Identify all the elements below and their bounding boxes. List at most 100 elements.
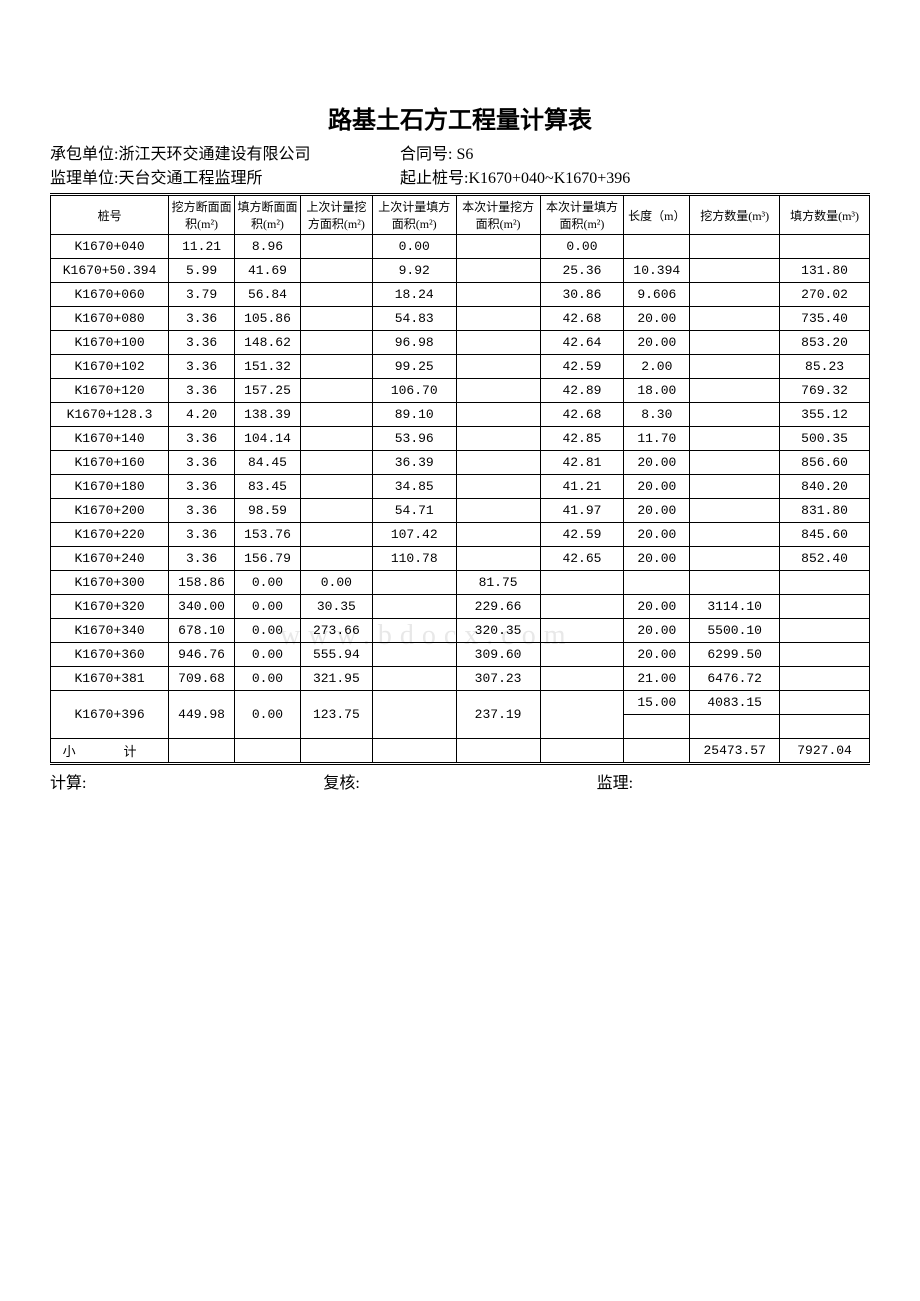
cell-station: K1670+120 <box>51 379 169 403</box>
cell-length: 2.00 <box>624 355 690 379</box>
cell-prev-fill: 18.24 <box>372 283 456 307</box>
cell-this-fill: 42.64 <box>540 331 624 355</box>
cell-prev-cut <box>300 355 372 379</box>
cell-fill: 104.14 <box>235 427 301 451</box>
cell-prev-cut <box>300 235 372 259</box>
footer: 计算: 复核: 监理: <box>50 769 870 793</box>
cell-this-fill: 42.68 <box>540 307 624 331</box>
cell-fill: 138.39 <box>235 403 301 427</box>
cell-this-fill <box>540 595 624 619</box>
cell-this-fill: 42.68 <box>540 403 624 427</box>
cell-fill: 56.84 <box>235 283 301 307</box>
cell-fill-qty: 840.20 <box>780 475 870 499</box>
cell-fill-qty: 355.12 <box>780 403 870 427</box>
cell-length: 20.00 <box>624 451 690 475</box>
cell-length: 20.00 <box>624 619 690 643</box>
cell-fill-qty: 856.60 <box>780 451 870 475</box>
cell-cut-qty <box>690 379 780 403</box>
cell-cut-qty: 6299.50 <box>690 643 780 667</box>
cell-cut-qty <box>690 571 780 595</box>
range-value: K1670+040~K1670+396 <box>468 170 630 187</box>
cell-fill-qty <box>780 643 870 667</box>
cell-prev-cut <box>300 259 372 283</box>
cell-length: 11.70 <box>624 427 690 451</box>
cell-this-cut <box>456 307 540 331</box>
cell-prev-cut: 0.00 <box>300 571 372 595</box>
footer-check: 复核: <box>323 769 596 793</box>
th-prev-cut: 上次计量挖方面积(m²) <box>300 195 372 235</box>
cell-cut: 3.36 <box>169 547 235 571</box>
cell-prev-cut <box>300 331 372 355</box>
cell-this-cut: 237.19 <box>456 691 540 739</box>
cell <box>235 739 301 764</box>
cell-length <box>624 571 690 595</box>
cell-cut-qty <box>690 283 780 307</box>
cell-this-fill: 30.86 <box>540 283 624 307</box>
th-length: 长度（m） <box>624 195 690 235</box>
cell-cut: 678.10 <box>169 619 235 643</box>
cell-station: K1670+396 <box>51 691 169 739</box>
cell-length: 20.00 <box>624 307 690 331</box>
cell-fill: 0.00 <box>235 595 301 619</box>
cell-cut: 158.86 <box>169 571 235 595</box>
subtotal-cut-qty: 25473.57 <box>690 739 780 764</box>
cell-cut: 3.36 <box>169 307 235 331</box>
cell-station: K1670+381 <box>51 667 169 691</box>
cell-length: 9.606 <box>624 283 690 307</box>
cell-this-fill: 0.00 <box>540 235 624 259</box>
cell-fill-qty: 845.60 <box>780 523 870 547</box>
cell-this-fill <box>540 643 624 667</box>
cell-this-fill: 42.59 <box>540 355 624 379</box>
cell-length: 20.00 <box>624 595 690 619</box>
cell-cut-qty <box>690 427 780 451</box>
subtotal-fill-qty: 7927.04 <box>780 739 870 764</box>
cell-prev-fill: 89.10 <box>372 403 456 427</box>
cell-station: K1670+140 <box>51 427 169 451</box>
cell-fill-qty: 500.35 <box>780 427 870 451</box>
cell-prev-cut <box>300 403 372 427</box>
cell-station: K1670+200 <box>51 499 169 523</box>
cell-length: 20.00 <box>624 523 690 547</box>
supervisor-value: 天台交通工程监理所 <box>118 170 262 187</box>
cell-this-fill: 25.36 <box>540 259 624 283</box>
cell-this-fill: 41.21 <box>540 475 624 499</box>
cell-prev-fill: 53.96 <box>372 427 456 451</box>
cell-station: K1670+128.3 <box>51 403 169 427</box>
cell-prev-fill: 54.83 <box>372 307 456 331</box>
cell-station: K1670+240 <box>51 547 169 571</box>
cell <box>456 739 540 764</box>
cell-this-fill: 42.85 <box>540 427 624 451</box>
cell-station: K1670+340 <box>51 619 169 643</box>
cell-fill-qty <box>780 691 870 715</box>
cell-prev-cut <box>300 547 372 571</box>
th-fill-qty: 填方数量(m³) <box>780 195 870 235</box>
calculation-table: 桩号 挖方断面面积(m²) 填方断面面积(m²) 上次计量挖方面积(m²) 上次… <box>50 193 870 765</box>
cell <box>372 739 456 764</box>
cell-length: 8.30 <box>624 403 690 427</box>
cell-this-fill <box>540 619 624 643</box>
cell-station: K1670+320 <box>51 595 169 619</box>
cell-station: K1670+102 <box>51 355 169 379</box>
cell-cut-qty: 5500.10 <box>690 619 780 643</box>
cell-fill-qty: 131.80 <box>780 259 870 283</box>
cell-prev-fill: 96.98 <box>372 331 456 355</box>
th-prev-fill: 上次计量填方面积(m²) <box>372 195 456 235</box>
cell-this-fill <box>540 667 624 691</box>
cell-this-cut: 81.75 <box>456 571 540 595</box>
cell-fill: 41.69 <box>235 259 301 283</box>
cell-this-cut <box>456 403 540 427</box>
cell-prev-cut <box>300 451 372 475</box>
cell-prev-fill <box>372 619 456 643</box>
cell-fill: 0.00 <box>235 619 301 643</box>
cell-this-fill: 42.81 <box>540 451 624 475</box>
th-this-fill: 本次计量填方面积(m²) <box>540 195 624 235</box>
cell-station: K1670+360 <box>51 643 169 667</box>
cell-this-fill: 42.89 <box>540 379 624 403</box>
footer-calc: 计算: <box>50 769 323 793</box>
cell-cut: 3.36 <box>169 355 235 379</box>
cell-cut-qty <box>690 355 780 379</box>
cell-length: 20.00 <box>624 475 690 499</box>
cell-cut: 3.36 <box>169 499 235 523</box>
cell-cut: 3.36 <box>169 427 235 451</box>
cell-prev-fill <box>372 595 456 619</box>
